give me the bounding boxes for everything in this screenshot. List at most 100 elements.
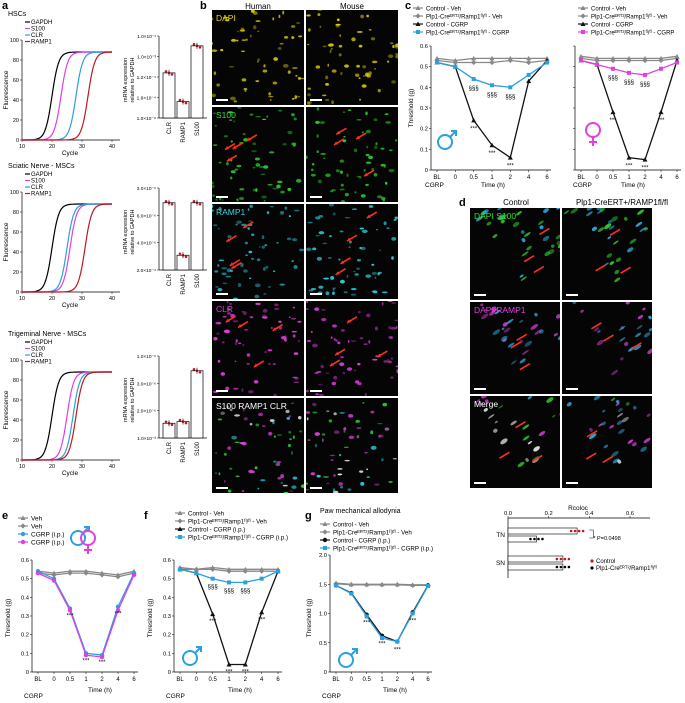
signal-spot: [376, 195, 383, 199]
signal-spot: [648, 315, 652, 320]
x-axis-label: Time (h): [481, 182, 505, 189]
female-symbol-icon: [80, 530, 96, 546]
signal-spot: [388, 336, 393, 339]
chart-title: Paw mechanical allodynia: [320, 508, 401, 515]
signal-spot: [501, 327, 505, 331]
signal-spot: [291, 238, 298, 242]
signal-spot: [503, 327, 511, 333]
signal-spot: [241, 39, 247, 41]
x-tick-label: 0: [595, 175, 599, 181]
signal-spot: [327, 63, 330, 67]
signal-spot: [320, 364, 324, 369]
signal-spot: [325, 173, 331, 177]
signal-spot: [315, 234, 320, 237]
signal-spot: [214, 125, 217, 127]
x-tick-label: 4: [116, 677, 120, 683]
signal-spot: [325, 291, 330, 296]
data-point: [507, 155, 513, 160]
arrowhead: [377, 353, 382, 358]
panel-a-letter: a: [2, 0, 9, 12]
x-tick-label: 0.5: [208, 677, 217, 683]
signal-spot: [254, 466, 258, 470]
legend-label: S100: [31, 179, 46, 185]
signal-spot: [214, 472, 217, 475]
x-tick-label: 40: [109, 296, 115, 302]
legend-label: GAPDH: [31, 340, 52, 346]
signal-spot: [267, 349, 273, 352]
signal-spot: [635, 221, 643, 227]
signal-spot: [354, 191, 357, 194]
signal-spot: [293, 117, 297, 121]
y-tick-label: 100: [10, 38, 19, 44]
significance-stars: ***: [82, 658, 90, 664]
significance-sections: §§§: [240, 588, 250, 594]
signal-spot: [596, 208, 603, 211]
micrograph-human-s100-ramp1-clr: S100 RAMP1 CLR: [212, 398, 304, 493]
signal-spot: [625, 402, 630, 406]
signal-spot: [526, 245, 532, 251]
legend-marker: [590, 559, 594, 563]
signal-spot: [306, 14, 311, 17]
x-tick-label: 6: [132, 677, 136, 683]
signal-spot: [223, 452, 227, 456]
signal-spot: [291, 113, 295, 117]
signal-spot: [264, 351, 267, 354]
data-point: [198, 46, 202, 49]
signal-spot: [287, 70, 291, 74]
legend-marker: [20, 531, 26, 537]
signal-spot: [236, 164, 242, 168]
x-tick-label: 20: [49, 144, 55, 150]
signal-spot: [291, 402, 295, 405]
data-point: [276, 569, 280, 574]
data-point: [541, 537, 544, 541]
signal-spot: [384, 427, 390, 431]
bar-y-axis-label-2: relative to GAPDH: [130, 378, 136, 423]
signal-spot: [236, 39, 239, 42]
legend-label: Control - CGRP (i.p.): [188, 526, 245, 533]
signal-spot: [616, 412, 624, 418]
signal-spot: [220, 411, 225, 416]
arrowhead: [335, 351, 340, 356]
signal-spot: [318, 285, 324, 289]
legend-label: Plp1-Creᴱᴿᵀ²/Ramp1ᶠˡ/ᶠˡ - Veh: [333, 529, 412, 536]
significance-sections: §§§: [505, 94, 515, 100]
signal-spot: [277, 476, 282, 480]
signal-spot: [326, 482, 330, 485]
signal-spot: [216, 264, 220, 267]
signal-spot: [249, 113, 254, 116]
signal-spot: [396, 369, 398, 374]
signal-spot: [227, 18, 230, 21]
rcoloc-bar: [507, 527, 578, 535]
micrograph-channel-label: RAMP1: [216, 207, 246, 217]
arrowhead: [333, 141, 338, 145]
signal-spot: [297, 340, 300, 343]
signal-spot: [356, 267, 360, 271]
signal-spot: [298, 416, 302, 420]
signal-spot: [606, 253, 613, 258]
signal-spot: [272, 81, 278, 85]
signal-spot: [556, 240, 560, 246]
data-point: [192, 367, 196, 371]
signal-spot: [586, 211, 593, 217]
male-symbol-icon: [437, 134, 453, 150]
legend-label: RAMP1: [31, 192, 52, 198]
legend-marker: [416, 30, 420, 34]
signal-spot: [486, 221, 492, 226]
signal-spot: [306, 411, 311, 414]
signal-spot: [373, 118, 378, 122]
significance-stars: ***: [258, 617, 266, 623]
signal-spot: [353, 148, 358, 153]
arrow-marker: [630, 342, 642, 350]
signal-spot: [319, 25, 322, 28]
panel-d-col-ko: Plp1-CreERT+/RAMP1fl/fl: [575, 198, 669, 207]
signal-spot: [343, 446, 349, 449]
signal-spot: [331, 69, 337, 73]
data-point: [164, 199, 168, 203]
data-point: [659, 66, 663, 71]
signal-spot: [307, 93, 311, 97]
signal-spot: [255, 188, 258, 192]
signal-spot: [248, 277, 252, 280]
micrograph-human-ramp1: RAMP1: [212, 204, 304, 299]
signal-spot: [222, 282, 228, 285]
bar-y-tick-label: 2.0×10⁻⁶: [137, 409, 156, 415]
